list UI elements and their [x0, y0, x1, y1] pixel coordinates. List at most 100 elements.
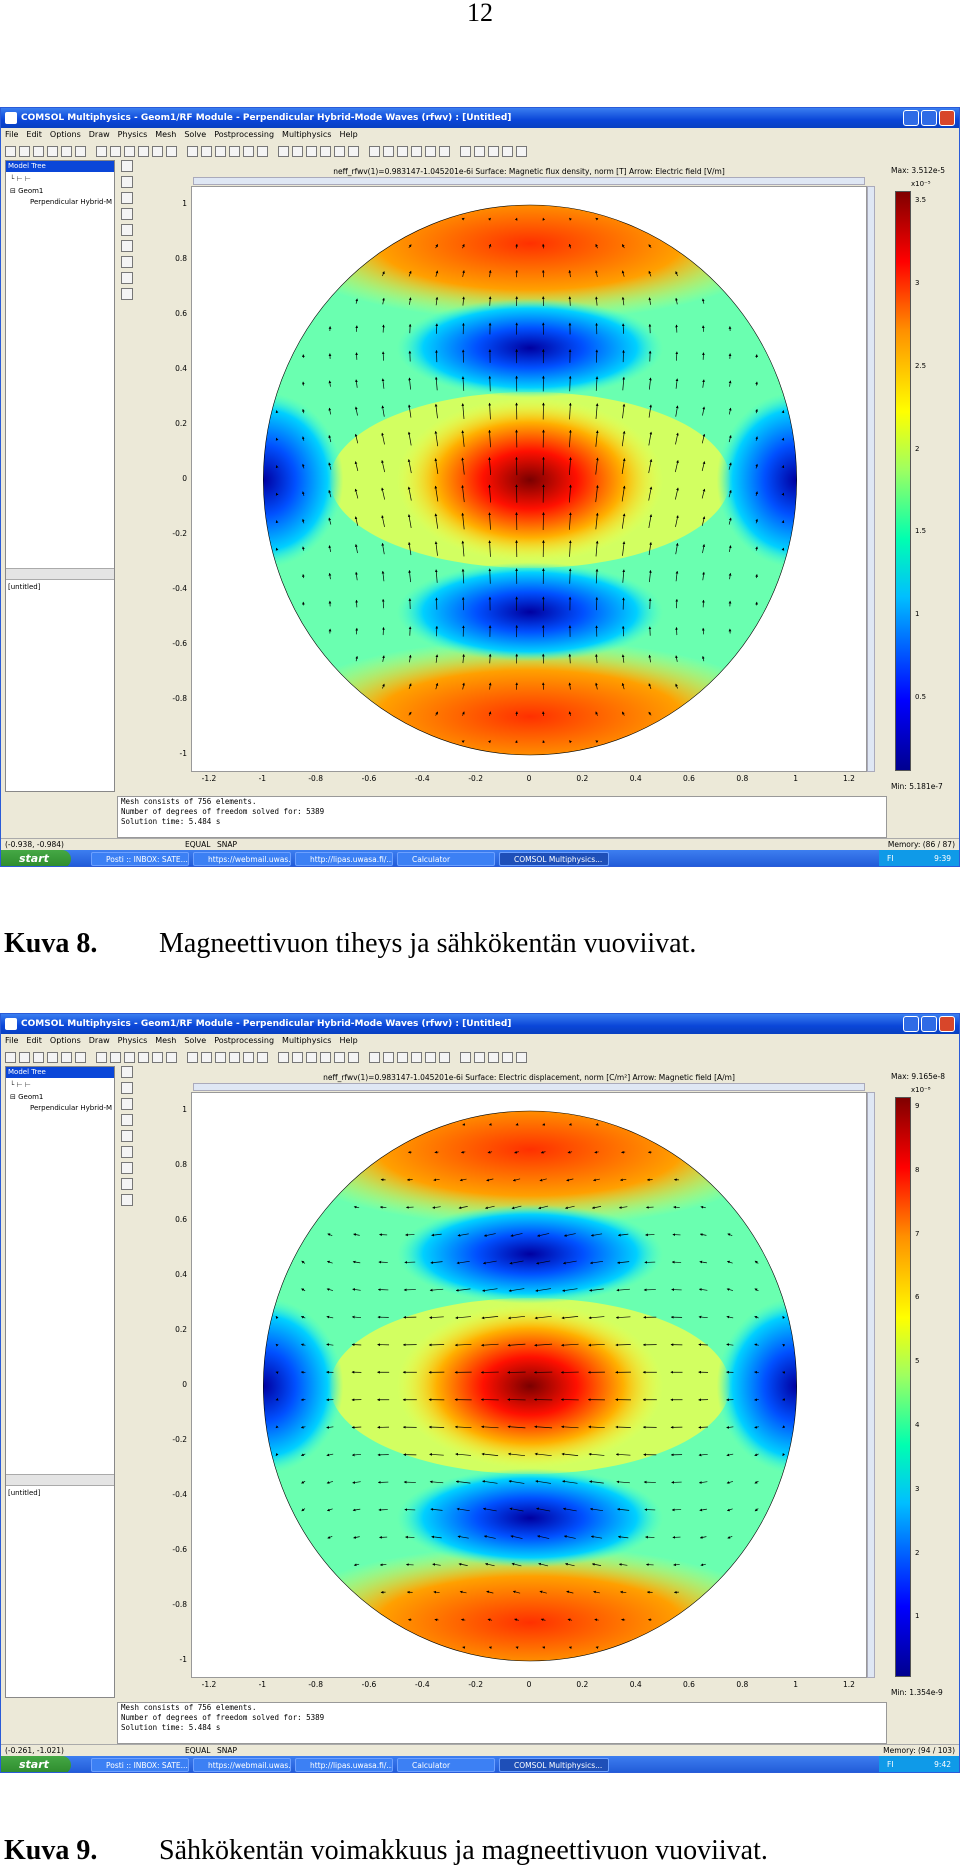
toolbar-tool-icon[interactable]	[166, 145, 177, 157]
toolbar-tool-icon[interactable]	[488, 145, 499, 157]
toolbar-tool-icon[interactable]	[411, 1051, 422, 1063]
toolbar-tool-icon[interactable]	[278, 145, 289, 157]
menu-help[interactable]: Help	[339, 130, 358, 139]
maximize-button[interactable]	[921, 110, 937, 126]
task-mail[interactable]: Posti :: INBOX: SATE...	[91, 1758, 189, 1772]
toolbar-tool-icon[interactable]	[453, 146, 457, 157]
task-lipas[interactable]: http://lipas.uwasa.fi/...	[295, 1758, 393, 1772]
minimize-button[interactable]	[903, 110, 919, 126]
toolbar-tool-icon[interactable]	[369, 145, 380, 157]
draw-tool-icon[interactable]	[121, 1162, 133, 1174]
toolbar-tool-icon[interactable]	[75, 1051, 86, 1063]
toolbar-tool-icon[interactable]	[229, 1051, 240, 1063]
menu-file[interactable]: File	[5, 130, 19, 139]
minimize-button[interactable]	[903, 1016, 919, 1032]
task-calculator[interactable]: Calculator	[397, 1758, 495, 1772]
menu-solve[interactable]: Solve	[184, 130, 207, 139]
toolbar-tool-icon[interactable]	[187, 145, 198, 157]
toolbar-tool-icon[interactable]	[348, 145, 359, 157]
tree-scrollbar[interactable]	[6, 1474, 114, 1486]
toolbar-tool-icon[interactable]	[516, 145, 527, 157]
toolbar-tool-icon[interactable]	[362, 1052, 366, 1063]
toolbar-tool-icon[interactable]	[425, 145, 436, 157]
toolbar-tool-icon[interactable]	[33, 145, 44, 157]
tree-scrollbar[interactable]	[6, 568, 114, 580]
toolbar-tool-icon[interactable]	[19, 1051, 30, 1063]
toolbar-tool-icon[interactable]	[516, 1051, 527, 1063]
horizontal-scrollbar[interactable]	[193, 177, 865, 185]
vertical-scrollbar[interactable]	[867, 1092, 875, 1678]
toolbar-tool-icon[interactable]	[61, 1051, 72, 1063]
toolbar-tool-icon[interactable]	[362, 146, 366, 157]
task-calculator[interactable]: Calculator	[397, 852, 495, 866]
toolbar-tool-icon[interactable]	[47, 1051, 58, 1063]
language-indicator[interactable]: FI	[887, 1760, 894, 1769]
task-comsol[interactable]: COMSOL Multiphysics...	[499, 852, 609, 866]
menu-draw[interactable]: Draw	[88, 130, 110, 139]
toolbar-tool-icon[interactable]	[243, 1051, 254, 1063]
toolbar-tool-icon[interactable]	[19, 145, 30, 157]
toolbar-tool-icon[interactable]	[474, 1051, 485, 1063]
toolbar-tool-icon[interactable]	[96, 145, 107, 157]
draw-tool-icon[interactable]	[121, 256, 133, 268]
toolbar-tool-icon[interactable]	[306, 1051, 317, 1063]
toolbar-tool-icon[interactable]	[257, 145, 268, 157]
toolbar-tool-icon[interactable]	[334, 1051, 345, 1063]
menu-edit[interactable]: Edit	[26, 130, 42, 139]
start-button[interactable]: start	[1, 850, 71, 866]
toolbar-tool-icon[interactable]	[47, 145, 58, 157]
menu-physics[interactable]: Physics	[117, 1036, 148, 1045]
toolbar-tool-icon[interactable]	[439, 1051, 450, 1063]
menu-draw[interactable]: Draw	[88, 1036, 110, 1045]
tree-item-physics[interactable]: Perpendicular Hybrid-M	[30, 198, 113, 206]
task-comsol[interactable]: COMSOL Multiphysics...	[499, 1758, 609, 1772]
close-button[interactable]	[939, 1016, 955, 1032]
menu-mesh[interactable]: Mesh	[155, 130, 177, 139]
toolbar-tool-icon[interactable]	[5, 1051, 16, 1063]
menu-solve[interactable]: Solve	[184, 1036, 207, 1045]
toolbar-tool-icon[interactable]	[229, 145, 240, 157]
tree-item-geom1[interactable]: ⊟ Geom1	[10, 187, 44, 195]
draw-tool-icon[interactable]	[121, 1130, 133, 1142]
draw-tool-icon[interactable]	[121, 224, 133, 236]
toolbar-tool-icon[interactable]	[334, 145, 345, 157]
toolbar-tool-icon[interactable]	[75, 145, 86, 157]
snap-toggle[interactable]: SNAP	[217, 1746, 238, 1755]
toolbar-tool-icon[interactable]	[180, 146, 184, 157]
toolbar-tool-icon[interactable]	[411, 145, 422, 157]
plot-canvas[interactable]	[191, 186, 867, 772]
toolbar-tool-icon[interactable]	[166, 1051, 177, 1063]
draw-tool-icon[interactable]	[121, 1194, 133, 1206]
toolbar-tool-icon[interactable]	[124, 1051, 135, 1063]
menu-file[interactable]: File	[5, 1036, 19, 1045]
toolbar-tool-icon[interactable]	[383, 1051, 394, 1063]
toolbar-tool-icon[interactable]	[180, 1052, 184, 1063]
toolbar-tool-icon[interactable]	[215, 1051, 226, 1063]
toolbar-tool-icon[interactable]	[460, 1051, 471, 1063]
draw-tool-icon[interactable]	[121, 288, 133, 300]
toolbar-tool-icon[interactable]	[292, 1051, 303, 1063]
tree-item-physics[interactable]: Perpendicular Hybrid-M	[30, 1104, 113, 1112]
equal-toggle[interactable]: EQUAL	[185, 1746, 211, 1755]
draw-tool-icon[interactable]	[121, 192, 133, 204]
toolbar-tool-icon[interactable]	[61, 145, 72, 157]
start-button[interactable]: start	[1, 1756, 71, 1772]
toolbar-tool-icon[interactable]	[271, 1052, 275, 1063]
toolbar-tool-icon[interactable]	[292, 145, 303, 157]
toolbar-tool-icon[interactable]	[320, 1051, 331, 1063]
toolbar-tool-icon[interactable]	[110, 1051, 121, 1063]
draw-tool-icon[interactable]	[121, 160, 133, 172]
draw-tool-icon[interactable]	[121, 240, 133, 252]
draw-tool-icon[interactable]	[121, 1146, 133, 1158]
menu-multiphysics[interactable]: Multiphysics	[282, 130, 332, 139]
toolbar-tool-icon[interactable]	[152, 1051, 163, 1063]
draw-tool-icon[interactable]	[121, 1082, 133, 1094]
toolbar-tool-icon[interactable]	[397, 1051, 408, 1063]
toolbar-tool-icon[interactable]	[33, 1051, 44, 1063]
task-mail[interactable]: Posti :: INBOX: SATE...	[91, 852, 189, 866]
maximize-button[interactable]	[921, 1016, 937, 1032]
toolbar-tool-icon[interactable]	[152, 145, 163, 157]
language-indicator[interactable]: FI	[887, 854, 894, 863]
toolbar-tool-icon[interactable]	[369, 1051, 380, 1063]
toolbar-tool-icon[interactable]	[460, 145, 471, 157]
